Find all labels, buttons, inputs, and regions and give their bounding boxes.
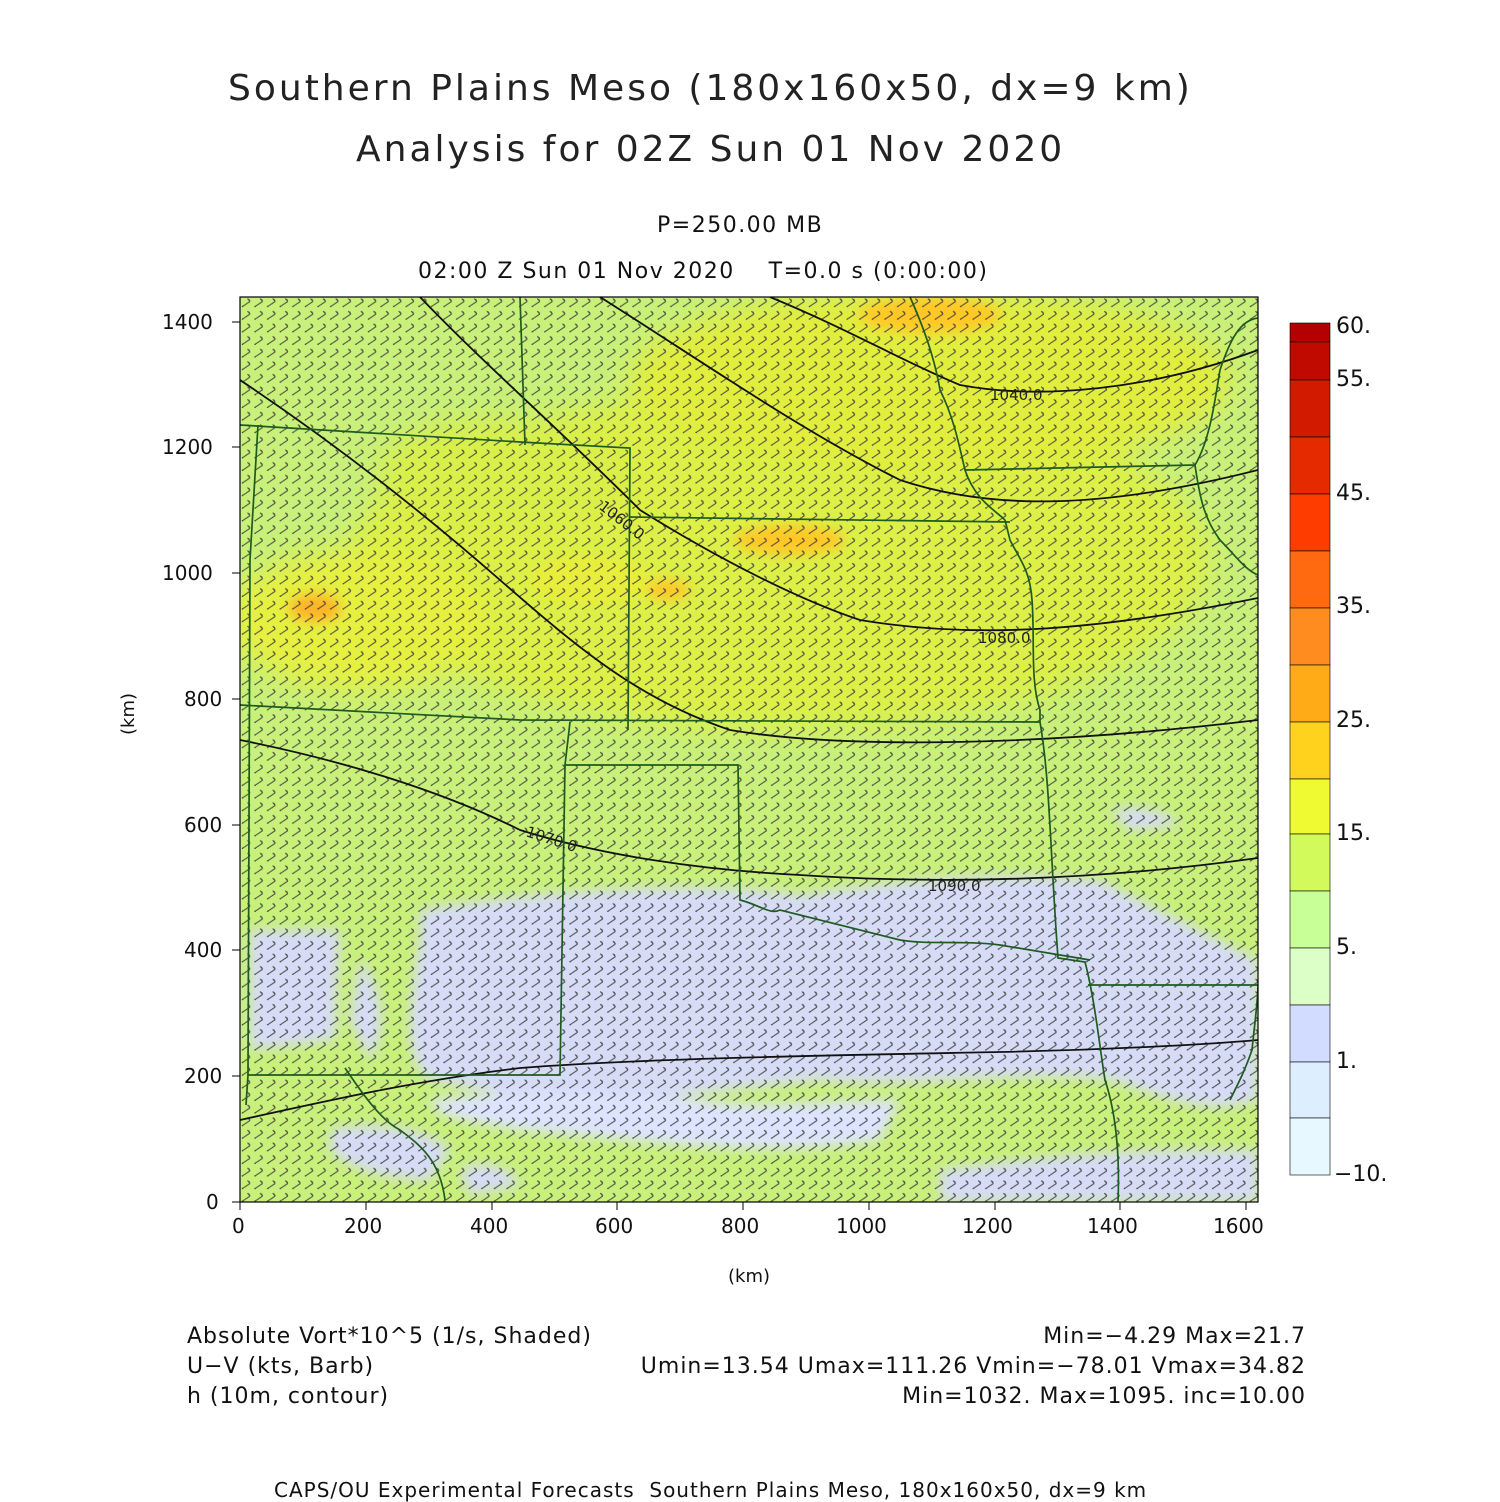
x-tick-label: 1000	[836, 1214, 887, 1238]
height-label: h (10m, contour)	[187, 1384, 390, 1409]
vorticity-label: Absolute Vort*10^5 (1/s, Shaded)	[187, 1324, 592, 1349]
x-tick-label: 400	[470, 1214, 509, 1238]
contour-label: 1040.0	[990, 386, 1043, 404]
colorbar	[1289, 322, 1331, 1176]
contour-label: 1090.0	[928, 877, 981, 895]
x-tick-label: 1400	[1087, 1214, 1138, 1238]
colorbar-label: 55.	[1336, 367, 1371, 392]
y-tick-label: 1400	[162, 310, 213, 334]
colorbar-label: 60.	[1336, 314, 1371, 339]
y-tick-label: 800	[184, 687, 223, 711]
y-tick-label: 400	[184, 938, 223, 962]
y-axis-label: (km)	[118, 692, 139, 735]
colorbar-label: −10.	[1334, 1162, 1388, 1187]
y-tick-label: 600	[184, 813, 223, 837]
colorbar-label: 35.	[1336, 594, 1371, 619]
colorbar-label: 25.	[1336, 708, 1371, 733]
valid-time: 02:00 Z Sun 01 Nov 2020 T=0.0 s (0:00:00…	[418, 259, 989, 284]
x-tick-label: 200	[344, 1214, 383, 1238]
credit-line: CAPS/OU Experimental Forecasts Southern …	[274, 1478, 1148, 1502]
y-tick-label: 1200	[162, 435, 213, 459]
y-tick-label: 200	[184, 1064, 223, 1088]
title-line-2: Analysis for 02Z Sun 01 Nov 2020	[356, 129, 1066, 170]
title-line-1: Southern Plains Meso (180x160x50, dx=9 k…	[228, 68, 1193, 109]
plot-frame	[239, 296, 1259, 1203]
x-tick-label: 1200	[962, 1214, 1013, 1238]
y-tick-label: 1000	[162, 561, 213, 585]
x-tick-label: 0	[232, 1214, 245, 1238]
height-contours	[240, 297, 1258, 1121]
pressure-level: P=250.00 MB	[657, 213, 824, 238]
wind-stats: Umin=13.54 Umax=111.26 Vmin=−78.01 Vmax=…	[640, 1354, 1306, 1379]
x-tick-label: 800	[721, 1214, 760, 1238]
colorbar-label: 45.	[1336, 481, 1371, 506]
x-tick-label: 1600	[1213, 1214, 1264, 1238]
wind-label: U−V (kts, Barb)	[187, 1354, 375, 1379]
vorticity-shading	[240, 297, 1258, 1202]
contour-label: 1080.0	[978, 629, 1031, 647]
y-tick-label: 0	[206, 1190, 219, 1214]
x-axis-label: (km)	[728, 1266, 771, 1287]
height-stats: Min=1032. Max=1095. inc=10.00	[902, 1384, 1306, 1409]
axis-ticks	[232, 321, 1247, 1210]
vorticity-stats: Min=−4.29 Max=21.7	[1043, 1324, 1306, 1349]
colorbar-label: 1.	[1336, 1049, 1357, 1074]
colorbar-label: 15.	[1336, 821, 1371, 846]
state-borders	[240, 297, 1258, 1202]
x-tick-label: 600	[595, 1214, 634, 1238]
colorbar-label: 5.	[1336, 935, 1357, 960]
wind-barbs	[240, 297, 1258, 1202]
